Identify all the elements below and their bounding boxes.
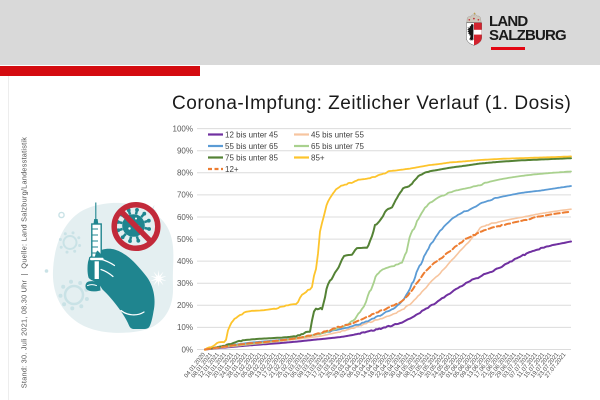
svg-text:45 bis unter 55: 45 bis unter 55 (311, 130, 364, 139)
svg-text:90%: 90% (177, 147, 193, 156)
svg-text:70%: 70% (177, 191, 193, 200)
svg-text:60%: 60% (177, 213, 193, 222)
svg-text:55 bis unter 65: 55 bis unter 65 (225, 142, 278, 151)
svg-text:80%: 80% (177, 169, 193, 178)
svg-text:100%: 100% (173, 124, 193, 133)
svg-text:12+: 12+ (225, 165, 239, 174)
svg-text:75 bis unter 85: 75 bis unter 85 (225, 153, 278, 162)
svg-text:20%: 20% (177, 301, 193, 310)
svg-text:30%: 30% (177, 279, 193, 288)
svg-text:10%: 10% (177, 323, 193, 332)
svg-text:85+: 85+ (311, 153, 325, 162)
svg-text:40%: 40% (177, 257, 193, 266)
svg-text:50%: 50% (177, 235, 193, 244)
svg-text:65 bis unter 75: 65 bis unter 75 (311, 142, 364, 151)
svg-text:0%: 0% (181, 345, 193, 354)
svg-text:12 bis unter 45: 12 bis unter 45 (225, 130, 278, 139)
